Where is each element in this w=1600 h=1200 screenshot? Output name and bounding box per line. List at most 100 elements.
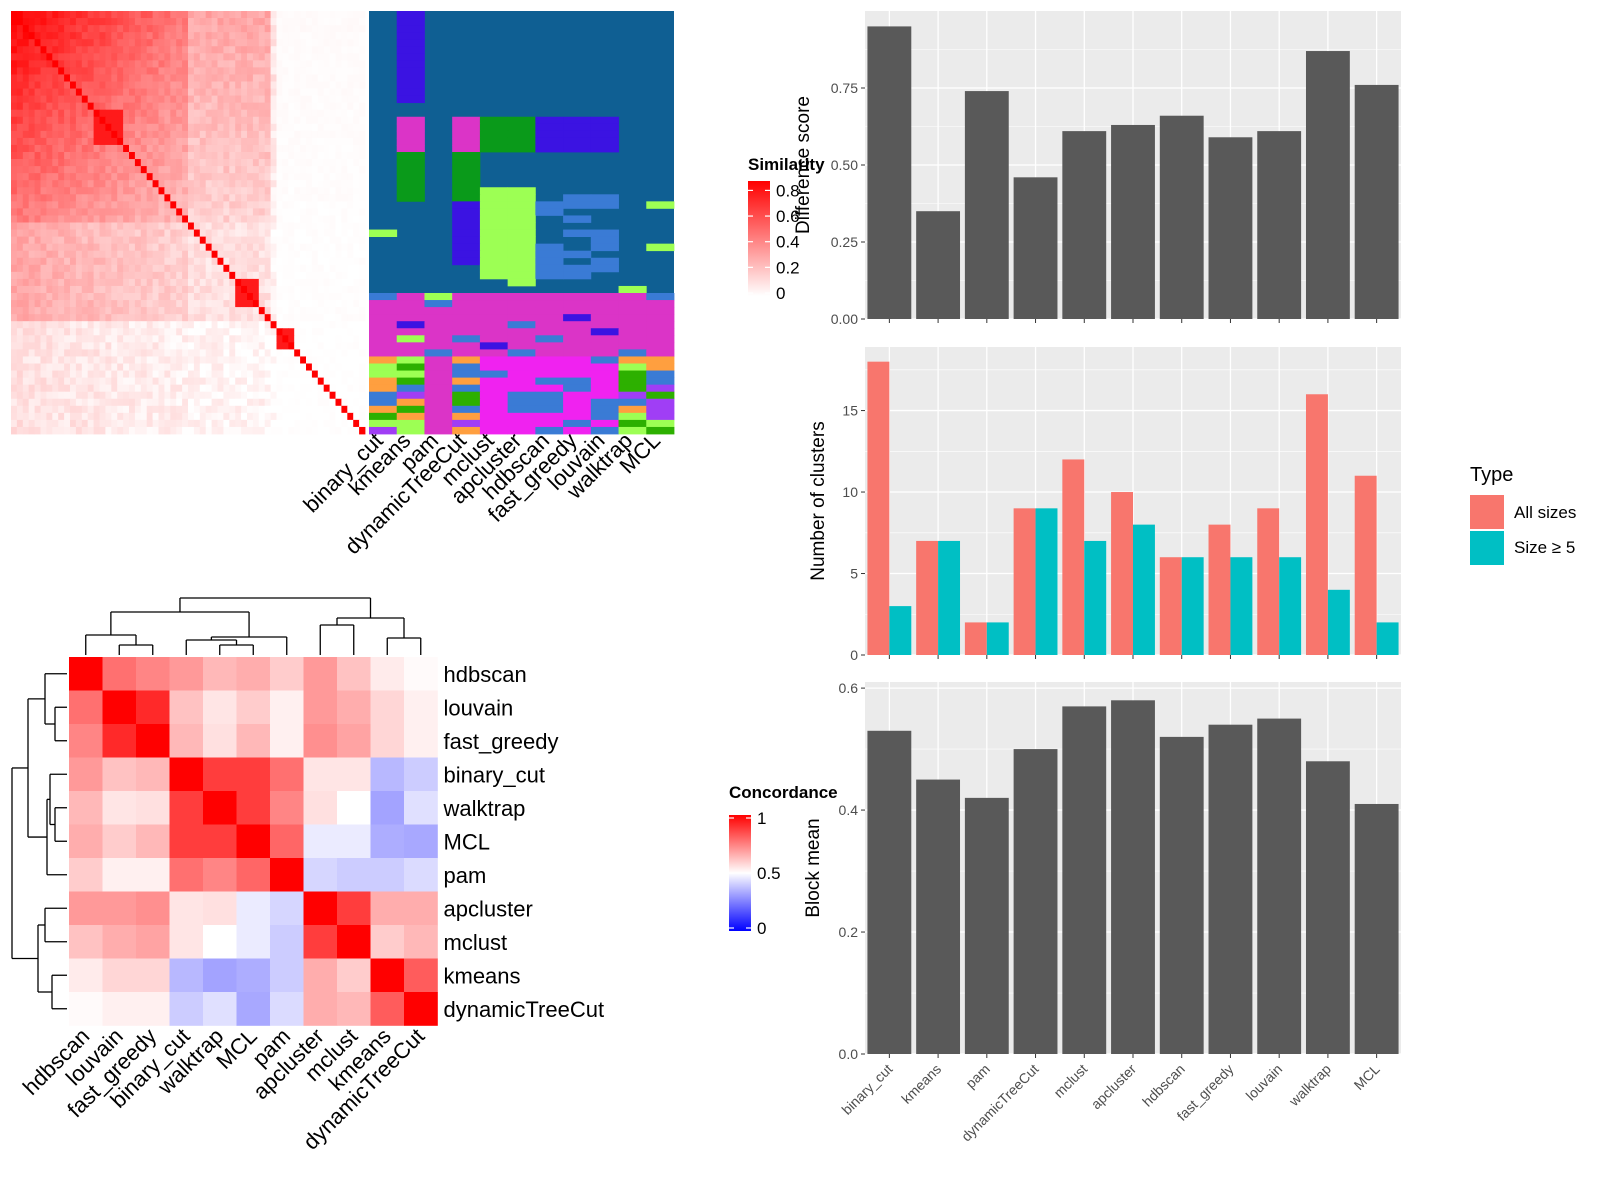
concordance-cell: [169, 757, 204, 792]
x-tick-label: binary_cut: [838, 1061, 895, 1118]
concordance-cell: [270, 657, 304, 691]
difference-score-chart: 0.00 0.25 0.50 0.75 Difference score: [793, 11, 1401, 327]
concordance-cell: [337, 657, 371, 691]
bar-all-sizes: [916, 540, 939, 655]
x-tick-label: walktrap: [1285, 1061, 1334, 1110]
y-axis-title: Block mean: [803, 818, 824, 917]
concordance-cell: [370, 757, 405, 792]
concordance-cell: [69, 891, 103, 926]
y-tick-label: 0.50: [831, 157, 858, 173]
bar: [1257, 718, 1302, 1054]
concordance-cell: [102, 925, 137, 959]
type-legend-title: Type: [1470, 464, 1513, 486]
y-tick-label: 0.00: [831, 311, 858, 327]
concordance-cell: [404, 958, 438, 993]
concordance-cell: [303, 791, 338, 825]
y-tick-label: 0.75: [831, 80, 858, 96]
concordance-cell: [337, 925, 371, 959]
concordance-cell: [203, 992, 237, 1026]
x-tick-label: louvain: [1243, 1061, 1286, 1104]
concordance-cell: [102, 992, 137, 1026]
concordance-cell: [303, 858, 338, 892]
y-tick-label: 5: [850, 566, 858, 582]
concordance-cell: [136, 690, 170, 725]
concordance-cell: [236, 690, 271, 725]
legend-key-size-ge-5: [1470, 531, 1504, 565]
concordance-cell: [270, 958, 304, 993]
bar-size-ge-5: [1035, 508, 1058, 655]
y-axis-title: Difference score: [793, 96, 814, 234]
concordance-row-label: MCL: [444, 829, 490, 854]
bar-all-sizes: [1013, 508, 1036, 655]
y-tick-label: 0.2: [839, 924, 859, 940]
concordance-cell: [136, 992, 170, 1026]
concordance-cell: [337, 891, 371, 926]
bar: [916, 211, 961, 319]
bar-all-sizes: [867, 361, 890, 655]
concordance-cell: [136, 891, 170, 926]
concordance-cell: [370, 891, 405, 926]
concordance-cell: [270, 858, 304, 892]
concordance-cell: [203, 690, 237, 725]
concordance-cell: [303, 958, 338, 993]
similarity-heatmap: [11, 11, 366, 435]
concordance-cell: [370, 992, 405, 1026]
concordance-column-labels: hdbscanlouvainfast_greedybinary_cutwalkt…: [18, 1023, 430, 1154]
concordance-cell: [203, 757, 237, 792]
block-mean-chart: 0.0 0.2 0.4 0.6 Block mean binary_cut kmeans pa…: [803, 680, 1401, 1144]
bar-size-ge-5: [1230, 557, 1253, 655]
concordance-cell: [337, 858, 371, 892]
concordance-cell: [370, 690, 405, 725]
concordance-cell: [270, 891, 304, 926]
similarity-legend-tick: 0.4: [776, 233, 800, 252]
concordance-cell: [303, 690, 338, 725]
y-tick-label: 10: [842, 484, 858, 500]
concordance-cell: [69, 925, 103, 959]
concordance-cell: [404, 925, 438, 959]
y-tick-label: 0.6: [839, 680, 859, 696]
concordance-cell: [303, 992, 338, 1026]
x-tick-label: apcluster: [1088, 1061, 1140, 1113]
bar: [964, 91, 1009, 319]
bar: [964, 797, 1009, 1054]
classification-matrix: [369, 11, 675, 435]
concordance-cell: [270, 757, 304, 792]
similarity-heatmap-panel: binary_cutkmeanspamdynamicTreeCutmclusta…: [11, 11, 825, 559]
column-dendrogram: [85, 597, 422, 655]
similarity-legend-tick: 0.6: [776, 207, 800, 226]
bar-size-ge-5: [1376, 622, 1399, 655]
similarity-colorbar: [748, 181, 770, 296]
concordance-cell: [203, 724, 237, 758]
concordance-cell: [236, 724, 271, 758]
concordance-cell: [203, 657, 237, 691]
bar: [1013, 177, 1058, 319]
concordance-cell: [69, 757, 103, 792]
concordance-cell: [102, 724, 137, 758]
row-dendrogram: [11, 673, 67, 1010]
concordance-cell: [303, 757, 338, 792]
concordance-cell: [270, 791, 304, 825]
bar: [1354, 84, 1399, 319]
concordance-row-label: binary_cut: [444, 762, 546, 787]
concordance-cell: [136, 791, 170, 825]
concordance-cell: [404, 657, 438, 691]
concordance-row-label: fast_greedy: [444, 729, 559, 754]
similarity-legend-tick: 0.2: [776, 258, 800, 277]
concordance-cell: [270, 724, 304, 758]
x-tick-label: pam: [962, 1061, 993, 1092]
concordance-cell: [236, 992, 271, 1026]
x-tick-label: hdbscan: [1139, 1061, 1188, 1110]
concordance-cell: [236, 824, 271, 859]
bar-size-ge-5: [1181, 557, 1204, 655]
concordance-cell: [303, 724, 338, 758]
concordance-cell: [136, 757, 170, 792]
concordance-cell: [404, 891, 438, 926]
concordance-row-label: kmeans: [444, 963, 521, 988]
bar-size-ge-5: [1327, 589, 1350, 655]
concordance-row-label: dynamicTreeCut: [444, 997, 605, 1022]
concordance-cell: [69, 824, 103, 859]
concordance-cell: [236, 657, 271, 691]
concordance-colorbar: [729, 815, 751, 931]
y-tick-label: 0.0: [839, 1046, 859, 1062]
legend-label-size-ge-5: Size ≥ 5: [1514, 538, 1575, 557]
